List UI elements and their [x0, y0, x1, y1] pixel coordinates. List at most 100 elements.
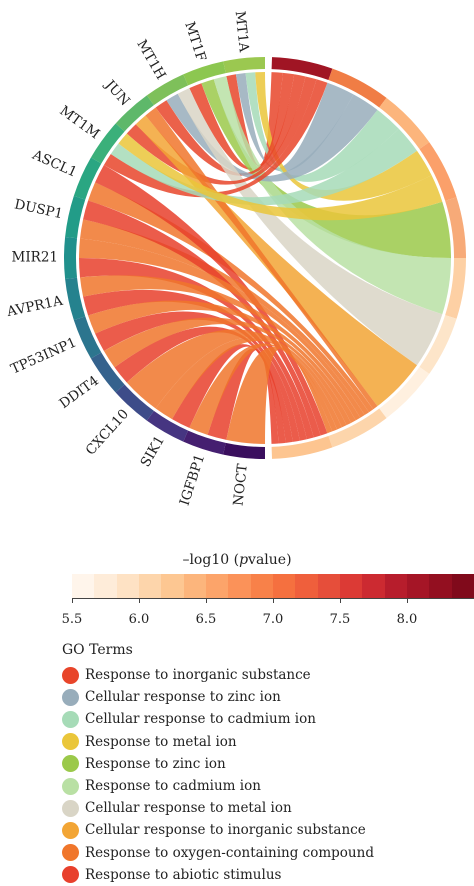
gene-arc-tp53inp1: [73, 316, 102, 359]
go-term-arc: [379, 366, 430, 419]
legend-label: Response to abiotic stimulus: [85, 866, 282, 883]
colorbar-swatch: [272, 574, 296, 598]
legend-label: Response to zinc ion: [85, 755, 226, 772]
gene-arc-cxcl10: [115, 384, 154, 421]
gene-label-mt1h: MT1H: [133, 37, 169, 83]
gene-arc-mt1a: [223, 57, 265, 74]
go-term-arc: [271, 436, 333, 459]
legend-dot-icon: [62, 821, 79, 839]
chord-ribbon: [226, 346, 333, 444]
chord-ribbon: [245, 72, 399, 182]
gene-arc-ascl1: [73, 157, 102, 200]
colorbar-tick: [407, 598, 408, 603]
colorbar-swatch: [94, 574, 117, 598]
colorbar-tick-label: 7.0: [262, 612, 284, 627]
legend-item: Cellular response to metal ion: [62, 797, 374, 819]
legend-dot-icon: [62, 733, 79, 751]
go-terms-legend: GO Terms Response to inorganic substance…: [62, 642, 374, 886]
chord-ribbon: [177, 88, 443, 366]
gene-arc-mir21: [64, 236, 78, 280]
colorbar-swatch: [250, 574, 273, 598]
gene-label-dusp1: DUSP1: [13, 196, 64, 222]
chord-ribbon: [88, 182, 374, 413]
go-term-arc: [419, 142, 457, 201]
chord-ribbon: [213, 76, 451, 315]
legend-dot-icon: [62, 799, 79, 817]
colorbar-title: –log10 (pvalue): [182, 552, 292, 568]
colorbar-swatch: [183, 574, 206, 598]
colorbar-swatch: [362, 574, 385, 598]
gene-arc-jun: [115, 95, 154, 132]
gene-label-noct: NOCT: [230, 463, 250, 507]
chord-ribbon: [126, 329, 347, 428]
gene-label-ddit4: DDIT4: [56, 373, 101, 412]
gene-arc-mt1h: [146, 74, 189, 106]
legend-item: Cellular response to inorganic substance: [62, 819, 374, 841]
chord-ribbon: [80, 275, 361, 421]
chord-ribbon: [95, 165, 328, 436]
legend-label: Cellular response to inorganic substance: [85, 822, 366, 839]
gene-arc-mt1f: [183, 61, 226, 86]
legend-item: Response to abiotic stimulus: [62, 864, 374, 886]
colorbar-tick: [206, 598, 207, 603]
chord-ribbon: [145, 107, 378, 410]
chord-ribbon: [83, 289, 307, 441]
chord-ribbon: [155, 337, 342, 430]
colorbar-swatch: [161, 574, 184, 598]
colorbar: [72, 574, 474, 598]
go-term-arc: [445, 258, 467, 319]
chord-ribbon: [88, 300, 356, 423]
colorbar-tick-label: 8.0: [396, 612, 418, 627]
gene-label-ascl1: ASCL1: [29, 147, 79, 181]
chord-ribbon: [189, 72, 295, 170]
gene-label-mir21: MIR21: [12, 250, 59, 266]
legend-dot-icon: [62, 777, 79, 795]
legend-label: Response to cadmium ion: [85, 778, 261, 795]
colorbar-swatch: [384, 574, 407, 598]
legend-item: Response to oxygen-containing compound: [62, 842, 374, 864]
legend-dot-icon: [62, 710, 79, 728]
go-term-arc: [328, 68, 387, 108]
legend-item: Cellular response to zinc ion: [62, 686, 374, 708]
go-term-arc: [445, 197, 466, 258]
chord-ribbon: [201, 79, 451, 258]
gene-label-tp53inp1: TP53INP1: [8, 334, 79, 377]
chord-ribbon: [189, 343, 338, 435]
go-term-arc: [271, 57, 333, 80]
chord-ribbon: [155, 74, 306, 176]
legend-label: Response to metal ion: [85, 733, 237, 750]
colorbar-tick-label: 6.0: [128, 612, 150, 627]
gene-arc-avpr1a: [65, 277, 86, 321]
chord-ribbon: [118, 133, 443, 221]
gene-label-mt1f: MT1F: [181, 20, 209, 64]
legend-label: Response to inorganic substance: [85, 667, 311, 684]
chord-ribbon: [207, 348, 279, 444]
legend-label: Cellular response to cadmium ion: [85, 711, 316, 728]
colorbar-swatch: [228, 574, 251, 598]
gene-label-sik1: SIK1: [138, 433, 168, 470]
legend-label: Cellular response to metal ion: [85, 800, 292, 817]
colorbar-tick-label: 5.5: [61, 612, 83, 627]
gene-label-mt1m: MT1M: [57, 103, 103, 143]
go-term-arc: [328, 408, 387, 448]
legend-dot-icon: [62, 666, 79, 684]
gene-arc-mt1m: [90, 123, 125, 164]
legend-label: Response to oxygen-containing compound: [85, 844, 374, 861]
go-term-arc: [379, 97, 430, 150]
colorbar-swatch: [72, 574, 95, 598]
legend-item: Cellular response to cadmium ion: [62, 708, 374, 730]
gene-arc-ddit4: [90, 352, 125, 393]
colorbar-swatch: [205, 574, 229, 598]
legend-item: Response to zinc ion: [62, 753, 374, 775]
chord-ribbon: [80, 219, 370, 416]
colorbar-swatch: [451, 574, 474, 598]
gene-label-mt1a: MT1A: [232, 10, 252, 53]
chord-ribbon: [114, 326, 293, 443]
legend-item: Response to cadmium ion: [62, 775, 374, 797]
colorbar-tick-label: 6.5: [195, 612, 217, 627]
ribbons-group: [79, 72, 451, 444]
colorbar-swatch: [406, 574, 430, 598]
legend-item: Response to metal ion: [62, 731, 374, 753]
colorbar-swatch: [317, 574, 340, 598]
